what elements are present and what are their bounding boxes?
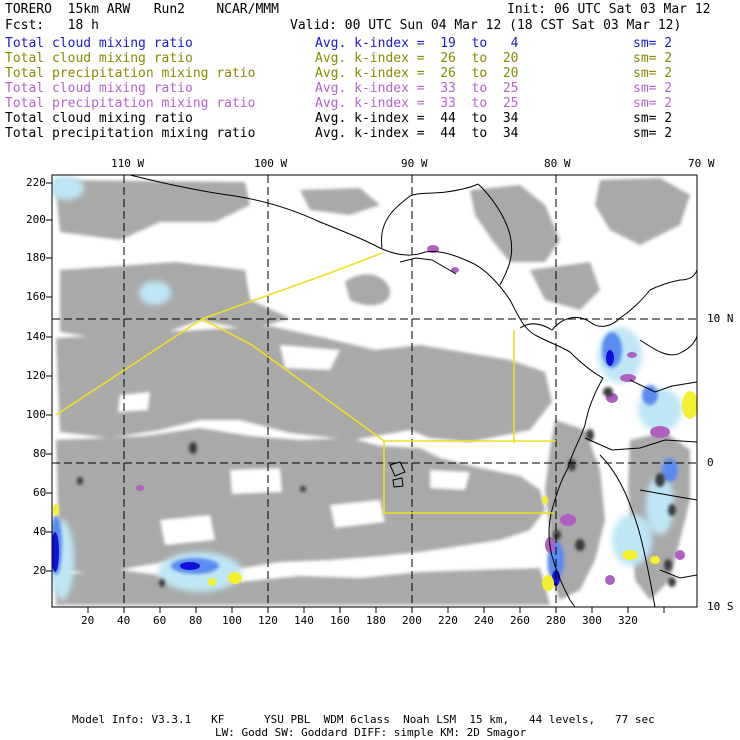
x-tick-label: 280 — [546, 614, 566, 627]
legend-row-index: Avg. k-index = 44 to 34 — [315, 111, 519, 126]
x-tick-label: 300 — [582, 614, 602, 627]
lon-label: 100 W — [254, 157, 288, 170]
legend-row-index: Avg. k-index = 33 to 25 — [315, 96, 519, 111]
legend-row-sm: sm= 2 — [633, 36, 673, 51]
legend-row-index: Avg. k-index = 44 to 34 — [315, 126, 519, 141]
y-tick-label: 80 — [33, 447, 47, 460]
legend-row-field: Total cloud mixing ratio — [5, 36, 193, 51]
x-tick-label: 240 — [474, 614, 494, 627]
graticule — [52, 175, 697, 607]
purple-shading — [136, 245, 685, 585]
x-tick-label: 140 — [294, 614, 314, 627]
y-tick-label: 220 — [26, 176, 46, 189]
legend-row-index: Avg. k-index = 19 to 4 — [315, 36, 519, 51]
legend-row-field: Total cloud mixing ratio — [5, 51, 193, 66]
x-tick-label: 320 — [618, 614, 638, 627]
legend-row-field: Total cloud mixing ratio — [5, 111, 193, 126]
y-tick-label: 20 — [33, 564, 47, 577]
lon-label: 110 W — [111, 157, 145, 170]
legend-row-index: Avg. k-index = 26 to 20 — [315, 51, 519, 66]
model-physics: LW: Godd SW: Goddard DIFF: simple KM: 2D… — [215, 726, 527, 739]
axis-ticks — [46, 182, 665, 613]
x-tick-label: 180 — [366, 614, 386, 627]
map-frame — [51, 174, 698, 608]
forecast-hour: Fcst: 18 h — [5, 18, 99, 33]
x-tick-label: 200 — [402, 614, 422, 627]
lat-label: 10 S — [707, 600, 734, 613]
x-tick-label: 40 — [117, 614, 131, 627]
legend-row-field: Total precipitation mixing ratio — [5, 126, 256, 141]
lon-label: 80 W — [544, 157, 571, 170]
model-title: TORERO 15km ARW Run2 NCAR/MMM — [5, 2, 279, 17]
y-tick-label: 180 — [26, 251, 46, 264]
lat-label: 10 N — [707, 312, 734, 325]
clear-gaps — [118, 345, 470, 545]
flight-track — [55, 252, 556, 514]
valid-time: Valid: 00 UTC Sun 04 Mar 12 (18 CST Sat … — [290, 18, 682, 33]
y-tick-label: 120 — [26, 369, 46, 382]
legend-row-sm: sm= 2 — [633, 96, 673, 111]
x-tick-label: 80 — [189, 614, 203, 627]
legend-row-field: Total precipitation mixing ratio — [5, 66, 256, 81]
legend-row-sm: sm= 2 — [633, 66, 673, 81]
x-tick-label: 260 — [510, 614, 530, 627]
y-tick-label: 60 — [33, 486, 47, 499]
model-info: Model Info: V3.3.1 KF YSU PBL WDM 6class… — [72, 713, 655, 726]
legend-row-sm: sm= 2 — [633, 51, 673, 66]
lon-label: 70 W — [688, 157, 715, 170]
legend-row-sm: sm= 2 — [633, 81, 673, 96]
x-tick-label: 160 — [330, 614, 350, 627]
coastlines — [129, 175, 697, 607]
x-tick-label: 60 — [153, 614, 167, 627]
y-tick-label: 40 — [33, 525, 47, 538]
legend-row-field: Total precipitation mixing ratio — [5, 96, 256, 111]
legend-row-sm: sm= 2 — [633, 111, 673, 126]
x-tick-label: 20 — [81, 614, 95, 627]
yellow-shading — [53, 391, 697, 591]
legend-row-sm: sm= 2 — [633, 126, 673, 141]
cloud-field — [55, 178, 690, 605]
y-tick-label: 140 — [26, 330, 46, 343]
y-tick-label: 100 — [26, 408, 46, 421]
x-tick-label: 100 — [222, 614, 242, 627]
y-tick-label: 200 — [26, 213, 46, 226]
x-tick-label: 220 — [438, 614, 458, 627]
legend-row-field: Total cloud mixing ratio — [5, 81, 193, 96]
legend-row-index: Avg. k-index = 26 to 20 — [315, 66, 519, 81]
y-tick-label: 160 — [26, 290, 46, 303]
lon-label: 90 W — [401, 157, 428, 170]
legend-row-index: Avg. k-index = 33 to 25 — [315, 81, 519, 96]
lat-label: 0 — [707, 456, 714, 469]
init-time: Init: 06 UTC Sat 03 Mar 12 — [507, 2, 711, 17]
x-tick-label: 120 — [258, 614, 278, 627]
